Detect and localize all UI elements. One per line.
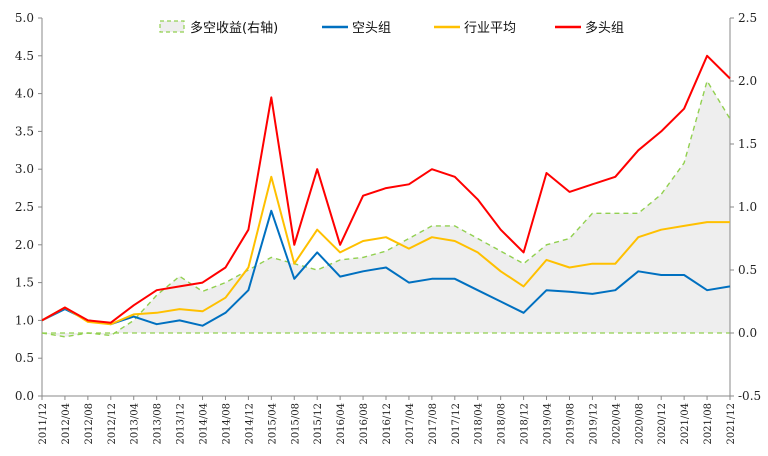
legend-label: 空头组	[352, 21, 391, 36]
x-tick-label: 2020/08	[634, 403, 645, 445]
x-tick-label: 2011/12	[38, 403, 49, 445]
left-tick-label: 4.5	[15, 49, 34, 63]
x-tick-label: 2017/12	[451, 403, 462, 445]
x-tick-label: 2017/08	[428, 403, 439, 445]
right-tick-label: 2.0	[738, 74, 757, 88]
right-tick-label: 0.0	[738, 326, 757, 340]
x-tick-label: 2019/08	[565, 403, 576, 445]
x-tick-label: 2018/12	[520, 403, 531, 445]
x-tick-label: 2014/12	[244, 403, 255, 445]
series-line-1	[41, 209, 731, 327]
x-tick-label: 2012/08	[84, 403, 95, 445]
legend: 多空收益(右轴) 空头组 行业平均 多头组	[159, 20, 624, 36]
left-tick-label: 3.5	[15, 124, 34, 138]
left-tick-label: 0.0	[15, 389, 34, 403]
x-tick-label: 2021/12	[726, 403, 737, 445]
legend-label: 多头组	[585, 20, 624, 36]
x-tick-label: 2015/08	[290, 403, 301, 445]
area-layer	[42, 81, 730, 337]
x-tick-label: 2015/12	[313, 403, 324, 445]
left-tick-label: 2.5	[15, 200, 34, 214]
lines-layer	[41, 54, 731, 338]
long-short-area	[42, 81, 730, 337]
left-tick-label: 2.0	[15, 238, 34, 252]
legend-label: 多空收益(右轴)	[190, 20, 278, 36]
right-tick-label: -0.5	[738, 389, 761, 403]
x-tick-label: 2021/04	[680, 403, 691, 445]
x-tick-label: 2020/12	[657, 403, 668, 445]
legend-label: 行业平均	[464, 21, 516, 36]
x-tick-label: 2017/04	[405, 403, 416, 445]
x-tick-label: 2016/12	[382, 403, 393, 445]
right-tick-label: 0.5	[738, 263, 757, 277]
left-tick-label: 5.0	[15, 11, 34, 25]
x-tick-label: 2018/08	[497, 403, 508, 445]
left-tick-label: 4.0	[15, 87, 34, 101]
x-tick-label: 2013/04	[130, 403, 141, 445]
x-tick-label: 2014/08	[221, 403, 232, 445]
x-tick-label: 2015/04	[267, 403, 278, 445]
x-tick-label: 2013/08	[153, 403, 164, 445]
x-tick-label: 2019/04	[543, 403, 554, 445]
x-tick-label: 2013/12	[176, 403, 187, 445]
left-tick-label: 3.0	[15, 162, 34, 176]
x-tick-label: 2020/04	[611, 403, 622, 445]
legend-swatch	[159, 20, 185, 33]
axes-layer: 0.0 0.5 1.0 1.5 2.0 2.5 3.0 3.5 4.0 4.5 5.0 -0.5 0.0…	[15, 11, 761, 445]
x-tick-label: 2012/12	[107, 403, 118, 445]
x-tick-label: 2018/04	[474, 403, 485, 445]
x-tick-label: 2014/04	[199, 403, 210, 445]
series-line-long-short	[41, 79, 731, 338]
series-line-3	[41, 54, 731, 324]
x-tick-label: 2016/04	[336, 403, 347, 445]
x-tick-label: 2019/12	[588, 403, 599, 445]
x-tick-label: 2016/08	[359, 403, 370, 445]
x-tick-label: 2012/04	[61, 403, 72, 445]
series-line-2	[41, 175, 730, 326]
x-tick-label: 2021/08	[703, 403, 714, 445]
right-tick-label: 1.5	[738, 137, 757, 151]
left-tick-label: 0.5	[15, 351, 34, 365]
right-tick-label: 1.0	[738, 200, 757, 214]
left-tick-label: 1.0	[15, 313, 34, 327]
left-tick-label: 1.5	[15, 276, 34, 290]
right-tick-label: 2.5	[738, 11, 757, 25]
